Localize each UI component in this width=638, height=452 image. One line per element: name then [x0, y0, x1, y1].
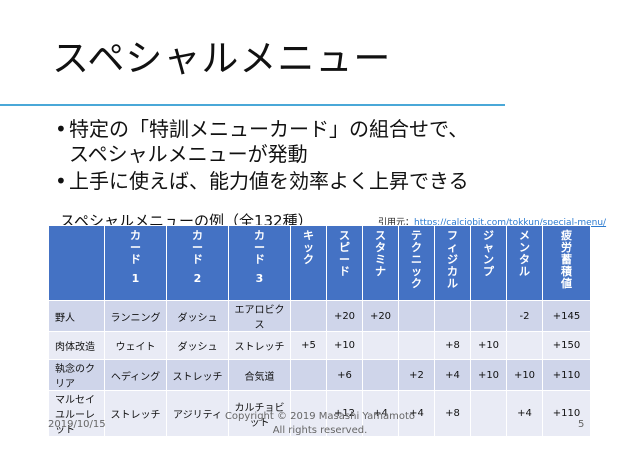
table-cell: +8 — [434, 390, 471, 437]
table-cell — [290, 300, 327, 332]
table-cell: +4 — [434, 359, 471, 391]
column-header: カード 2 — [166, 225, 229, 301]
column-header: フィジカル — [434, 225, 471, 301]
table-cell — [398, 300, 435, 332]
table-cell: -2 — [506, 300, 543, 332]
table-cell: ストレッチ — [104, 390, 167, 437]
table-cell: アジリティ — [166, 390, 229, 437]
bullet-text: スペシャルメニューが発動 — [69, 142, 308, 166]
column-header: ジャンプ — [470, 225, 507, 301]
table-cell — [506, 331, 543, 360]
bullet-list: 特定の「特訓メニューカード」の組合せで、 スペシャルメニューが発動 上手に使えば… — [55, 117, 469, 194]
table-cell: ストレッチ — [228, 331, 291, 360]
table-cell: +150 — [542, 331, 591, 360]
source-credit: 引用元：https://calciobit.com/tokkun/special… — [378, 215, 606, 228]
column-header-number: 3 — [255, 272, 264, 285]
table-cell — [362, 331, 399, 360]
table-cell: ウェイト — [104, 331, 167, 360]
column-header: メンタル — [506, 225, 543, 301]
table-cell: 合気道 — [228, 359, 291, 391]
table-cell: +12 — [326, 390, 363, 437]
footer-date: 2019/10/15 — [48, 419, 106, 430]
table-cell — [290, 359, 327, 391]
footer-copyright: Copyright © 2019 Masashi Yamamoto All ri… — [200, 410, 440, 438]
column-header: スピード — [326, 225, 363, 301]
table-body: 野人 ランニング ダッシュ エアロビクス +20 +20 -2 +145 肉体改造 ウェイト ダッシ… — [48, 300, 591, 437]
table-cell: +10 — [326, 331, 363, 360]
column-header: キック — [290, 225, 327, 301]
column-header-label: スタミナ — [375, 229, 386, 278]
row-header-cell: 執念のクリア — [48, 359, 105, 391]
table-cell: カルチョビット — [228, 390, 291, 437]
table-row: 執念のクリア ヘディング ストレッチ 合気道 +6 +2 +4 +10 +10 +110 — [48, 359, 591, 391]
column-header: スタミナ — [362, 225, 399, 301]
copyright-line: All rights reserved. — [272, 425, 368, 436]
table-cell — [470, 390, 507, 437]
column-header-label: カード — [130, 229, 141, 266]
credit-prefix: 引用元： — [378, 218, 415, 228]
table-cell: +10 — [506, 359, 543, 391]
column-header: カード 3 — [228, 225, 291, 301]
table-cell — [290, 390, 327, 437]
source-link[interactable]: https://calciobit.com/tokkun/special-men… — [414, 218, 607, 228]
column-header-label: キック — [303, 229, 314, 266]
column-header-number: 2 — [193, 272, 202, 285]
table-cell: +110 — [542, 390, 591, 437]
title-underline — [0, 104, 505, 106]
column-header-label: フィジカル — [447, 229, 458, 290]
column-header-label: テクニック — [411, 229, 422, 290]
bullet-item: 上手に使えば、能力値を効率よく上昇できる — [55, 169, 469, 194]
column-header-number: 1 — [131, 272, 140, 285]
table-cell: ダッシュ — [166, 331, 229, 360]
table-cell: +145 — [542, 300, 591, 332]
table-cell: +5 — [290, 331, 327, 360]
column-header-label: メンタル — [519, 229, 530, 278]
column-header — [48, 225, 105, 301]
row-header-cell: マルセイユルーレット — [48, 390, 105, 437]
row-header-cell: 野人 — [48, 300, 105, 332]
table-cell: ストレッチ — [166, 359, 229, 391]
column-header-label: ジャンプ — [483, 229, 494, 278]
column-header-label: カード — [192, 229, 203, 266]
table-row: 野人 ランニング ダッシュ エアロビクス +20 +20 -2 +145 — [48, 300, 591, 332]
table-cell: +4 — [506, 390, 543, 437]
table-cell — [362, 359, 399, 391]
table-cell: +4 — [398, 390, 435, 437]
table-cell: +6 — [326, 359, 363, 391]
table-cell: +20 — [362, 300, 399, 332]
special-menu-table: カード 1 カード 2 カード 3 キック スピード スタミナ テクニック フィジカル ジャンプ メンタ… — [48, 225, 591, 437]
bullet-text: 特定の「特訓メニューカード」の組合せで、 — [69, 117, 469, 141]
table-cell — [398, 331, 435, 360]
table-cell: +8 — [434, 331, 471, 360]
column-header: テクニック — [398, 225, 435, 301]
table-cell: +110 — [542, 359, 591, 391]
column-header: カード 1 — [104, 225, 167, 301]
table-row: マルセイユルーレット ストレッチ アジリティ カルチョビット +12 +4 +4 +8 +4 +1… — [48, 390, 591, 437]
table-cell: ヘディング — [104, 359, 167, 391]
column-header-label: 疲労蓄積値 — [561, 229, 572, 290]
table-cell — [470, 300, 507, 332]
bullet-text: 上手に使えば、能力値を効率よく上昇できる — [69, 169, 469, 193]
slide-title: スペシャルメニュー — [52, 37, 392, 80]
row-header-cell: 肉体改造 — [48, 331, 105, 360]
table-cell: ダッシュ — [166, 300, 229, 332]
table-cell: ランニング — [104, 300, 167, 332]
table-cell: +4 — [362, 390, 399, 437]
table-cell: エアロビクス — [228, 300, 291, 332]
column-header: 疲労蓄積値 — [542, 225, 591, 301]
table-cell — [434, 300, 471, 332]
table-header-row: カード 1 カード 2 カード 3 キック スピード スタミナ テクニック フィジカル ジャンプ メンタ… — [48, 225, 591, 301]
table-cell: +10 — [470, 359, 507, 391]
page-number: 5 — [578, 419, 585, 430]
table-cell: +2 — [398, 359, 435, 391]
copyright-line: Copyright © 2019 Masashi Yamamoto — [224, 411, 416, 422]
table-row: 肉体改造 ウェイト ダッシュ ストレッチ +5 +10 +8 +10 +150 — [48, 331, 591, 360]
bullet-item: 特定の「特訓メニューカード」の組合せで、 スペシャルメニューが発動 — [55, 117, 469, 167]
table-cell: +10 — [470, 331, 507, 360]
table-cell: +20 — [326, 300, 363, 332]
column-header-label: スピード — [339, 229, 350, 278]
column-header-label: カード — [254, 229, 265, 266]
